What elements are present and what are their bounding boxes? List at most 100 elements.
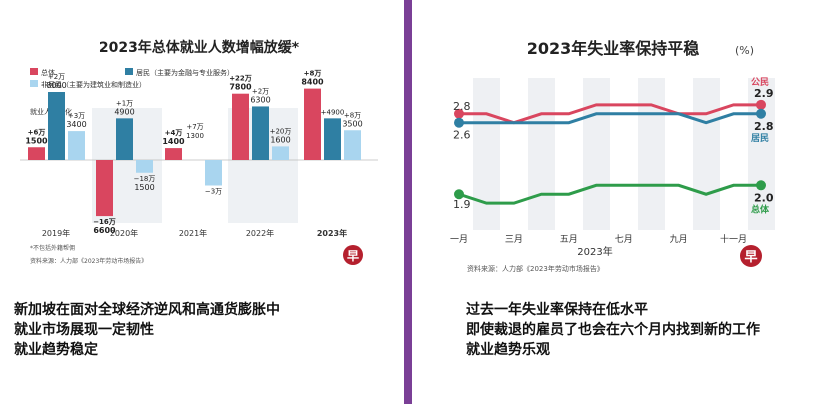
chart-title: 2023年失业率保持平稳 [527,39,700,58]
bar-data-label: −18万 [134,175,156,183]
left-caption-line: 就业趋势稳定 [14,342,98,358]
x-tick-label: 2023年 [317,228,347,238]
bar-data-label: +3万 [68,112,85,120]
bar-data-label: +4900 [321,108,345,116]
bar-total [28,147,45,160]
right-chart-panel: 2023年失业率保持平稳 (%) 2.8 2.6 1.9 2.9 公民 2.8 居民 2.0 总体一… [433,0,827,292]
x-tick-label: 九月 [670,234,688,245]
start-value-label: 2.6 [453,129,471,142]
month-band [528,78,555,230]
bar-data-label: −3万 [205,188,222,196]
bar-data-label: +7万 [186,123,203,131]
bar-nonresident [344,130,361,160]
chart-unit: (%) [735,44,754,57]
legend-swatch-resident [125,68,133,75]
bar-data-label: −16万 [93,218,116,226]
bar-data-label: 1600 [270,135,290,144]
x-tick-label: 2021年 [179,228,207,238]
unemployment-line-chart: 2023年失业率保持平稳 (%)2.82.61.92.9公民2.8居民2.0总体一… [450,39,775,273]
bar-total [304,88,321,160]
bar-data-label: +2万 [252,87,269,95]
bar-data-label: +8万 [304,70,322,78]
bar-data-label: +6万 [28,128,46,136]
x-tick-label: 三月 [505,234,523,245]
series-line-citizen_total [458,183,761,205]
x-tick-label: 2020年 [110,228,138,238]
bar-data-label: +20万 [270,127,292,135]
employment-bar-chart: 2023年总体就业人数增幅放缓* 总体 居民（主要为金融与专业服务） 非居民（主要为建… [20,39,378,265]
series-name-label: 居民 [751,133,769,144]
start-point [454,108,464,119]
x-tick-label: 七月 [615,234,633,245]
x-tick-label: 十一月 [720,233,747,245]
end-point [756,108,766,119]
month-band [583,78,610,230]
legend-label-nonresident: 非居民（主要为建筑业和制造业） [41,80,146,89]
bar-nonresident [272,146,289,160]
bar-data-label: 6600 [93,226,116,235]
source-note: 资料来源：人力部《2023年劳动市场报告》 [467,264,604,273]
x-tick-label: 一月 [450,234,468,245]
bar-data-label: 3500 [342,119,362,128]
bar-total [232,93,249,160]
left-chart-panel: 2023年总体就业人数增幅放缓* 总体 居民（主要为金融与专业服务） 非居民（主要为建… [0,0,398,292]
bar-data-label: 1300 [186,132,204,140]
bar-data-label: 7800 [229,83,252,92]
legend-label-resident: 居民（主要为金融与专业服务） [136,68,234,77]
zaobao-logo-icon [343,245,363,265]
bar-data-label: +22万 [229,75,252,83]
month-band [473,78,500,230]
right-caption-line: 就业趋势乐观 [466,342,550,358]
chart-title: 2023年总体就业人数增幅放缓* [99,39,300,56]
right-caption-line: 过去一年失业率保持在低水平 [466,302,648,318]
end-point [756,99,766,110]
bar-data-label: 1400 [162,137,185,146]
bar-resident [48,92,65,160]
right-caption: 过去一年失业率保持在低水平 即使裁退的雇员了也会在六个月内找到新的工作 就业趋势… [466,300,760,360]
footnote: *不包括外籍帮佣 [30,244,75,252]
bar-data-label: 4900 [114,107,134,116]
start-point [454,189,464,200]
bar-resident [252,106,269,160]
bar-nonresident [136,160,153,173]
x-axis-label: 2023年 [577,245,612,258]
series-name-label: 总体 [751,203,770,215]
bar-data-label: 8400 [301,78,324,87]
bar-resident [116,118,133,160]
start-value-label: 1.9 [453,198,471,211]
end-value-label: 2.8 [754,120,774,133]
zaobao-logo-text: 早 [744,250,757,265]
end-value-label: 2.9 [754,87,774,100]
end-point [756,180,766,191]
bar-data-label: 8000 [46,81,66,90]
x-tick-label: 2022年 [246,228,274,238]
left-caption-line: 就业市场展现一定韧性 [14,322,154,338]
left-caption: 新加坡在面对全球经济逆风和高通货膨胀中 就业市场展现一定韧性 就业趋势稳定 [14,300,280,360]
month-band [638,78,665,230]
zaobao-logo-text: 早 [347,249,359,263]
legend-swatch-nonresident [30,80,38,87]
bar-nonresident [68,131,85,160]
end-value-label: 2.0 [754,191,774,204]
panel-divider [404,0,412,404]
bar-nonresident [205,160,222,186]
start-value-label: 2.8 [453,100,471,113]
right-caption-line: 即使裁退的雇员了也会在六个月内找到新的工作 [466,322,760,338]
bar-data-label: 6300 [250,95,270,104]
bar-data-label: +8万 [344,111,361,119]
source-note: 资料来源：人力部《2023年劳动市场报告》 [30,257,147,265]
x-tick-label: 2019年 [42,228,70,238]
bar-data-label: +1万 [116,99,133,107]
bar-data-label: 3400 [66,120,86,129]
start-point [454,117,464,128]
bar-data-label: +4万 [165,129,183,137]
bar-data-label: 1500 [134,183,154,192]
bar-total [96,160,113,217]
x-tick-label: 五月 [560,234,578,245]
left-caption-line: 新加坡在面对全球经济逆风和高通货膨胀中 [14,302,280,318]
bar-data-label: +2万 [48,73,65,81]
bar-resident [324,118,341,160]
zaobao-logo-icon [740,245,762,267]
bar-data-label: 1500 [25,136,48,145]
series-name-label: 公民 [751,77,769,88]
